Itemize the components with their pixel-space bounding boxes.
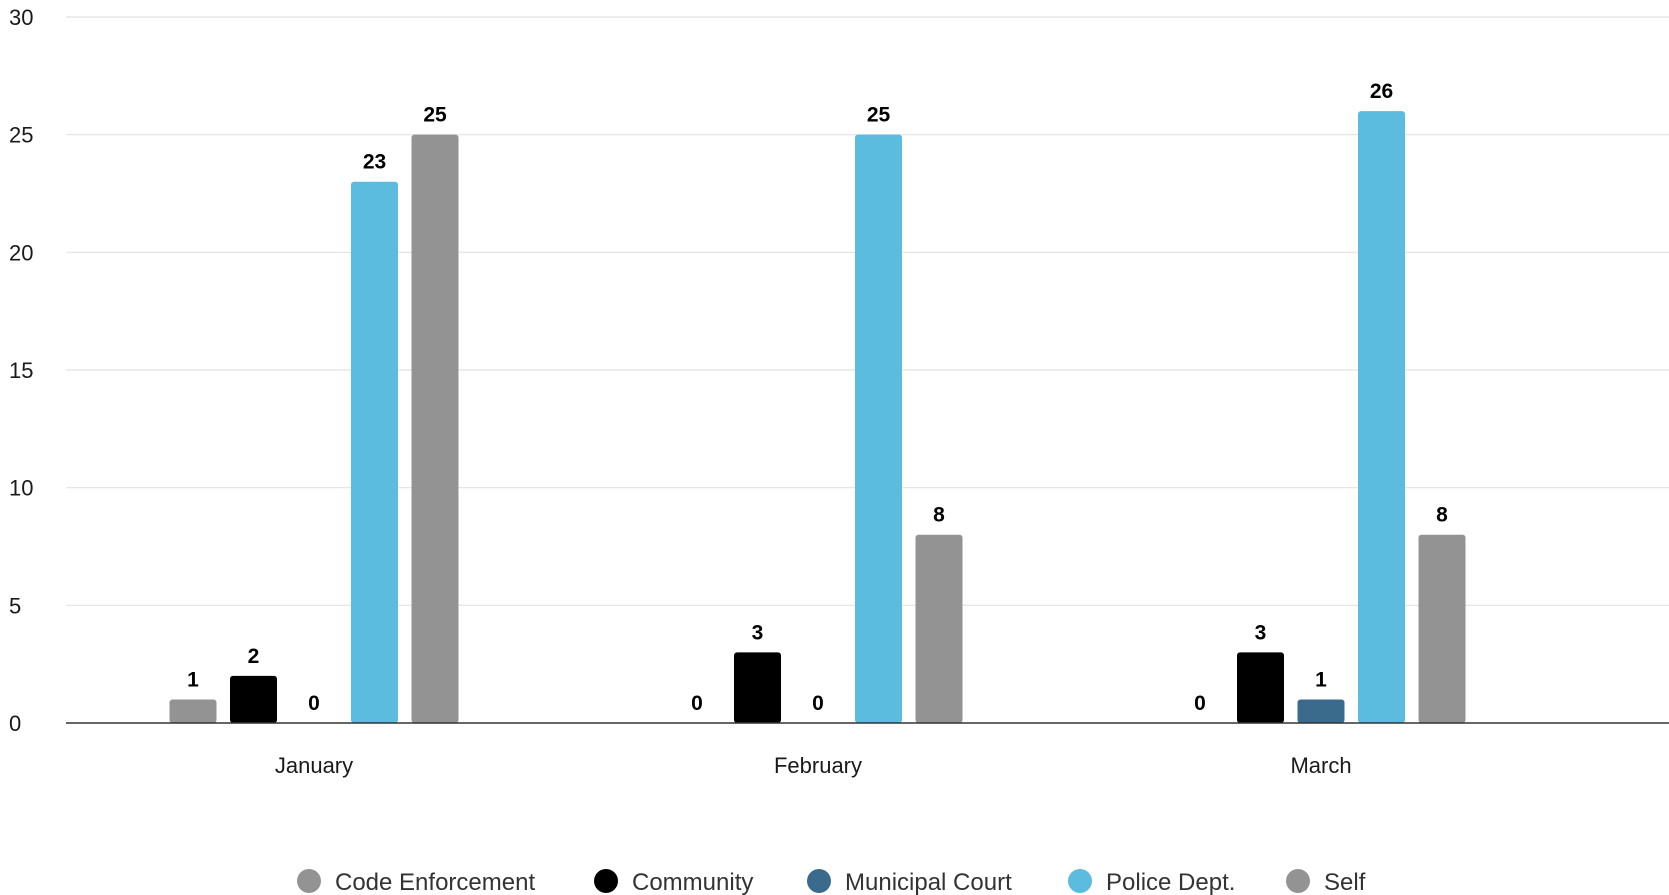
data-label-january-municipal-court: 0 (308, 692, 320, 715)
bar-march-community (1237, 652, 1284, 723)
bar-february-community (734, 652, 781, 723)
data-label-march-municipal-court: 1 (1315, 668, 1327, 691)
legend-label-police-dept: Police Dept. (1106, 869, 1235, 895)
y-tick-label-15: 15 (9, 358, 33, 383)
legend-marker-police-dept (1068, 869, 1092, 893)
legend-marker-code-enforcement (297, 869, 321, 893)
y-tick-label-0: 0 (9, 711, 21, 736)
bar-january-code-enforcement (169, 699, 217, 723)
data-label-march-self: 8 (1436, 504, 1448, 527)
bar-march-municipal-court (1297, 699, 1345, 723)
y-axis-ticks: 0 5 10 15 20 25 30 (9, 5, 33, 736)
legend-label-code-enforcement: Code Enforcement (335, 869, 535, 895)
x-category-label-february: February (774, 753, 862, 778)
bar-january-self (411, 134, 459, 723)
bar-january-police-dept- (351, 181, 398, 723)
legend-marker-self (1286, 869, 1310, 893)
data-label-february-community: 3 (752, 621, 764, 644)
x-axis-categories: January February March (275, 753, 1352, 778)
data-label-march-community: 3 (1255, 621, 1267, 644)
y-tick-label-25: 25 (9, 123, 33, 148)
data-label-january-police-dept-: 23 (363, 151, 386, 174)
y-tick-label-20: 20 (9, 240, 33, 265)
x-category-label-january: January (275, 753, 353, 778)
bars (169, 111, 1466, 724)
data-label-january-code-enforcement: 1 (187, 668, 199, 691)
x-category-label-march: March (1290, 753, 1351, 778)
data-label-march-police-dept-: 26 (1370, 80, 1393, 103)
legend-marker-municipal-court (807, 869, 831, 893)
data-labels: 1 2 0 23 25 0 3 0 25 8 0 3 1 26 8 (187, 80, 1448, 715)
bar-march-self (1418, 534, 1466, 723)
data-label-february-police-dept-: 25 (867, 104, 891, 127)
legend: Code Enforcement Community Municipal Court… (297, 869, 1366, 895)
y-tick-label-5: 5 (9, 593, 21, 618)
bar-january-community (230, 675, 277, 723)
y-tick-label-10: 10 (9, 476, 33, 501)
bar-february-self (915, 534, 963, 723)
data-label-february-municipal-court: 0 (812, 692, 824, 715)
data-label-february-code-enforcement: 0 (691, 692, 703, 715)
data-label-february-self: 8 (933, 504, 945, 527)
y-tick-label-30: 30 (9, 5, 33, 30)
legend-label-community: Community (632, 869, 753, 895)
bar-february-police-dept- (855, 134, 902, 723)
legend-marker-community (594, 869, 618, 893)
legend-label-self: Self (1324, 869, 1366, 895)
bar-march-police-dept- (1358, 111, 1405, 724)
legend-label-municipal-court: Municipal Court (845, 869, 1012, 895)
data-label-march-code-enforcement: 0 (1194, 692, 1206, 715)
data-label-january-self: 25 (423, 104, 447, 127)
data-label-january-community: 2 (248, 645, 260, 668)
